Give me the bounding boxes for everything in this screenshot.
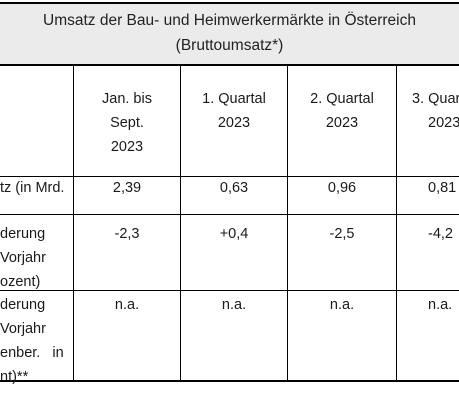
column-header-line: 2023 xyxy=(325,115,359,131)
column-header-line: 2023 xyxy=(217,115,251,131)
column-divider xyxy=(396,64,397,382)
cell-preisbereinigt-q1: n.a. xyxy=(221,297,247,313)
row-label-line: Vorjahr xyxy=(0,321,46,337)
column-header-line: 1. Quartal xyxy=(202,91,266,107)
column-divider xyxy=(73,64,74,382)
cell-umsatz-q1: 0,63 xyxy=(219,180,249,196)
row-label-line: ozent) xyxy=(0,274,41,290)
row-label-veraenderung: derung Vorjahr ozent) xyxy=(0,222,46,294)
row-label-line: derung xyxy=(0,226,46,242)
cell-veraenderung-q3: -4,2 xyxy=(428,226,453,242)
column-divider xyxy=(287,64,288,382)
column-header-q1: 1. Quartal 2023 xyxy=(181,87,287,135)
row-divider xyxy=(0,290,459,291)
row-divider xyxy=(0,176,459,177)
column-header-line: 3. Quar xyxy=(412,91,459,107)
column-header-line: Jan. bis xyxy=(102,91,152,107)
cell-veraenderung-q2: -2,5 xyxy=(329,226,355,242)
cell-preisbereinigt-q3: n.a. xyxy=(428,297,453,313)
row-divider xyxy=(0,214,459,215)
table-title-band xyxy=(0,2,459,66)
cell-umsatz-q2: 0,96 xyxy=(327,180,357,196)
row-label-line: enber. in xyxy=(0,345,64,361)
cell-veraenderung-jan-sept: -2,3 xyxy=(114,226,140,242)
table-subtitle: (Bruttoumsatz*) xyxy=(175,37,284,54)
column-header-line: 2023 xyxy=(428,115,459,131)
column-header-q3: 3. Quar 2023 xyxy=(412,87,459,135)
column-header-line: Sept. xyxy=(110,115,144,131)
row-label-umsatz: tz (in Mrd. xyxy=(0,176,64,200)
column-header-jan-sept: Jan. bis Sept. 2023 xyxy=(74,87,180,159)
column-divider xyxy=(180,64,181,382)
row-label-line: nt)** xyxy=(0,369,29,385)
row-label-line: tz (in Mrd. xyxy=(0,180,65,196)
cell-umsatz-jan-sept: 2,39 xyxy=(112,180,142,196)
cell-veraenderung-q1: +0,4 xyxy=(219,226,249,242)
cell-preisbereinigt-q2: n.a. xyxy=(329,297,355,313)
table-bottom-border xyxy=(0,380,459,382)
row-label-line: derung xyxy=(0,297,46,313)
cell-preisbereinigt-jan-sept: n.a. xyxy=(114,297,140,313)
cell-umsatz-q3: 0,81 xyxy=(428,180,457,196)
column-header-line: 2. Quartal xyxy=(310,91,374,107)
row-label-line: Vorjahr xyxy=(0,250,46,266)
table-title: Umsatz der Bau- und Heimwerkermärkte in … xyxy=(43,12,416,29)
column-header-line: 2023 xyxy=(110,139,144,155)
column-header-q2: 2. Quartal 2023 xyxy=(288,87,396,135)
row-label-veraenderung-preisbereinigt: derung Vorjahr enber. in nt)** xyxy=(0,293,64,389)
